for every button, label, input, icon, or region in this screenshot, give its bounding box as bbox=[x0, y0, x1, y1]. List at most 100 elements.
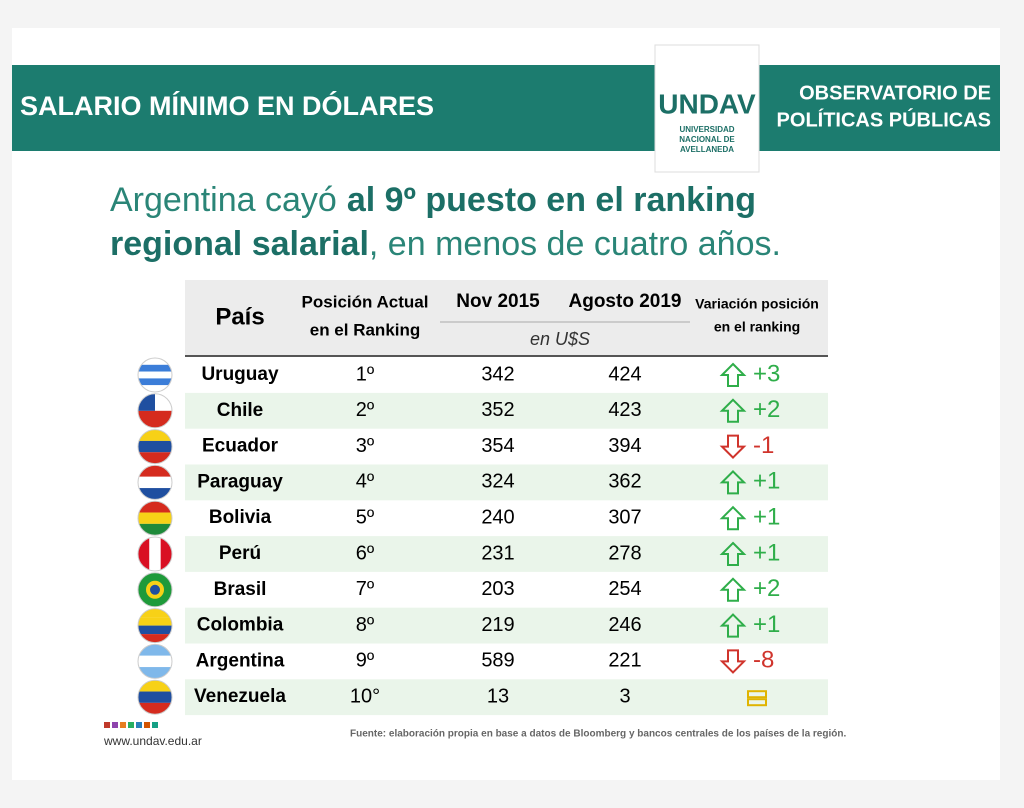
country: Bolivia bbox=[209, 507, 272, 528]
flag-rim bbox=[137, 429, 173, 465]
flag-rim bbox=[137, 643, 173, 679]
flag-stripe bbox=[160, 537, 172, 571]
flag-stripe bbox=[138, 465, 172, 477]
nov-2015: 324 bbox=[481, 471, 514, 493]
flag-stripe bbox=[138, 702, 172, 715]
flag bbox=[138, 501, 172, 536]
flag-stripe bbox=[138, 625, 172, 635]
headline-bold: al 9º puesto en el ranking bbox=[347, 181, 756, 219]
table-body: Uruguay 1º 342 424 +3 Chile 2º 352 423 +2 Ecuador 3… bbox=[137, 357, 828, 716]
dot bbox=[152, 722, 158, 728]
source: Fuente: elaboración propia en base a dat… bbox=[350, 729, 846, 740]
flag-rim bbox=[137, 572, 173, 608]
flag-rim bbox=[137, 357, 173, 393]
flag-stripe bbox=[138, 385, 172, 392]
flag-rim bbox=[137, 679, 173, 715]
flag-stripe bbox=[138, 512, 172, 524]
agosto-2019: 423 bbox=[608, 399, 641, 421]
flag-stripe bbox=[138, 452, 172, 464]
headline-line: Argentina cayó al 9º puesto en el ranking bbox=[110, 181, 756, 219]
flag bbox=[138, 537, 172, 571]
dot bbox=[120, 722, 126, 728]
col-header: Variación posición bbox=[695, 296, 819, 312]
flag bbox=[138, 358, 172, 392]
logo-line: NACIONAL DE bbox=[679, 135, 735, 144]
country: Brasil bbox=[214, 579, 267, 600]
dot bbox=[136, 722, 142, 728]
country: Uruguay bbox=[201, 364, 279, 385]
agosto-2019: 424 bbox=[608, 363, 641, 385]
flag-stripe bbox=[138, 523, 172, 536]
country: Chile bbox=[217, 400, 263, 421]
position: 4º bbox=[356, 471, 375, 493]
country: Colombia bbox=[197, 615, 284, 636]
agosto-2019: 307 bbox=[608, 506, 641, 528]
agosto-2019: 3 bbox=[619, 685, 630, 707]
logo-line: AVELLANEDA bbox=[680, 145, 734, 154]
headline-regular: Argentina cayó bbox=[110, 181, 337, 219]
headline-regular: , en menos de cuatro años. bbox=[369, 225, 781, 263]
equal-icon bbox=[747, 698, 767, 707]
country: Perú bbox=[219, 543, 261, 564]
dot bbox=[112, 722, 118, 728]
agosto-2019: 254 bbox=[608, 578, 641, 600]
flag-rim bbox=[137, 464, 173, 500]
arrow-up bbox=[719, 541, 747, 566]
dot bbox=[128, 722, 134, 728]
variation: +1 bbox=[753, 504, 780, 531]
unit-label: en U$S bbox=[530, 329, 590, 349]
arrow-down bbox=[719, 434, 747, 460]
flag-stripe bbox=[138, 537, 150, 571]
country: Ecuador bbox=[202, 436, 279, 457]
flag-rim bbox=[137, 536, 173, 572]
nov-2015: 13 bbox=[487, 685, 509, 707]
country: Argentina bbox=[196, 650, 285, 671]
flag-stripe bbox=[138, 440, 172, 453]
flag-rim bbox=[137, 393, 173, 429]
variation: +1 bbox=[753, 611, 780, 638]
agosto-2019: 362 bbox=[608, 471, 641, 493]
flag-stripe bbox=[138, 501, 172, 513]
flag-stripe bbox=[138, 644, 172, 656]
position: 8º bbox=[356, 614, 375, 636]
flag-stripe bbox=[138, 608, 172, 618]
org-line: POLÍTICAS PÚBLICAS bbox=[777, 107, 991, 131]
flag-stripe bbox=[138, 488, 172, 500]
agosto-2019: 394 bbox=[608, 435, 641, 457]
arrow-up bbox=[719, 577, 747, 602]
header-bar bbox=[12, 65, 1000, 151]
col-header: País bbox=[215, 303, 264, 330]
brand-dots bbox=[104, 722, 158, 728]
flag bbox=[138, 680, 172, 715]
flag-globe bbox=[146, 580, 164, 599]
flag-stripe bbox=[138, 429, 172, 441]
position: 5º bbox=[356, 506, 375, 528]
flag-rim bbox=[137, 500, 173, 536]
flag bbox=[138, 608, 172, 643]
col-header: en el Ranking bbox=[310, 320, 421, 339]
flag-stripe bbox=[138, 667, 172, 679]
arrow-up bbox=[719, 505, 747, 531]
flag-rim bbox=[137, 608, 173, 644]
position: 3º bbox=[356, 435, 375, 457]
arrow-up bbox=[719, 613, 747, 638]
dot bbox=[104, 722, 110, 728]
flag-stripe bbox=[138, 634, 172, 643]
nov-2015: 203 bbox=[481, 578, 514, 600]
flag-stripe bbox=[149, 537, 161, 571]
arrow-down bbox=[719, 649, 747, 674]
arrow-up bbox=[719, 362, 747, 387]
position: 1º bbox=[356, 363, 375, 385]
nov-2015: 231 bbox=[481, 542, 514, 564]
variation: +1 bbox=[753, 468, 780, 495]
col-header: en el ranking bbox=[714, 319, 800, 335]
country: Paraguay bbox=[197, 471, 283, 492]
flag-stripe bbox=[138, 691, 172, 703]
position: 7º bbox=[356, 578, 375, 600]
variation: -8 bbox=[753, 647, 774, 674]
position: 6º bbox=[356, 542, 375, 564]
flag bbox=[138, 465, 172, 500]
position: 10° bbox=[350, 685, 380, 707]
nov-2015: 589 bbox=[481, 650, 514, 672]
